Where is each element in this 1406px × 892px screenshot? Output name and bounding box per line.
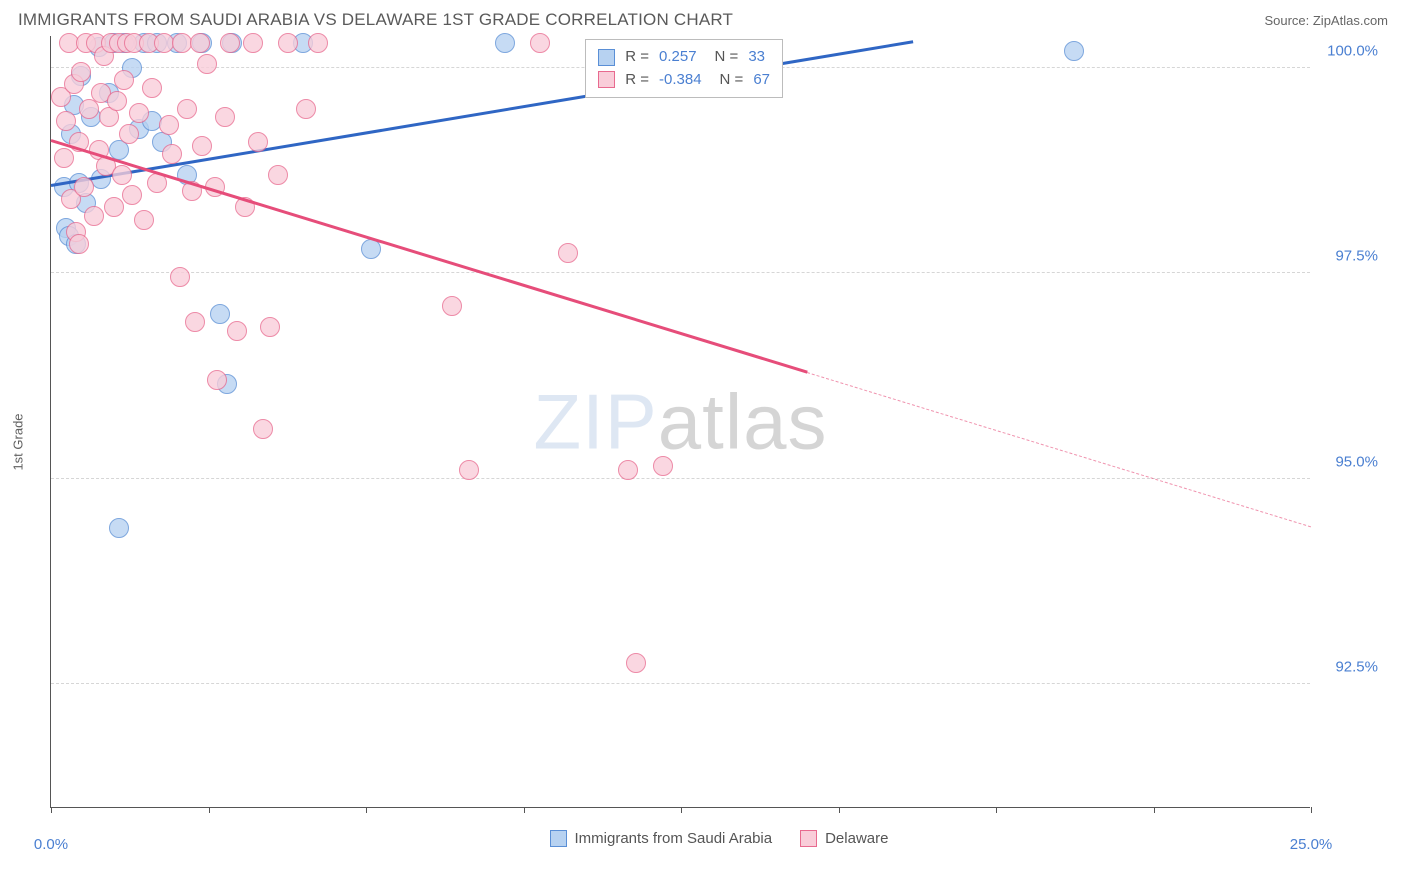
data-point-delaware bbox=[107, 91, 127, 111]
data-point-delaware bbox=[459, 460, 479, 480]
data-point-delaware bbox=[215, 107, 235, 127]
legend-label: Immigrants from Saudi Arabia bbox=[575, 830, 773, 847]
legend-n-value: 33 bbox=[748, 46, 765, 69]
data-point-delaware bbox=[74, 177, 94, 197]
data-point-delaware bbox=[558, 243, 578, 263]
gridline-h bbox=[51, 272, 1310, 273]
data-point-delaware bbox=[442, 296, 462, 316]
x-tick bbox=[51, 807, 52, 813]
legend-r-label: R = bbox=[625, 69, 649, 92]
trend-line-extrapolated bbox=[807, 372, 1311, 527]
x-tick bbox=[366, 807, 367, 813]
x-tick bbox=[681, 807, 682, 813]
chart-container: 1st Grade ZIPatlas 100.0%97.5%95.0%92.5%… bbox=[18, 36, 1388, 847]
legend-swatch bbox=[598, 49, 615, 66]
watermark: ZIPatlas bbox=[533, 376, 827, 467]
data-point-delaware bbox=[114, 70, 134, 90]
gridline-h bbox=[51, 683, 1310, 684]
y-tick-label: 97.5% bbox=[1318, 248, 1378, 265]
data-point-delaware bbox=[243, 33, 263, 53]
data-point-delaware bbox=[530, 33, 550, 53]
x-tick bbox=[209, 807, 210, 813]
data-point-delaware bbox=[159, 115, 179, 135]
data-point-saudi bbox=[210, 304, 230, 324]
data-point-delaware bbox=[69, 234, 89, 254]
chart-title: IMMIGRANTS FROM SAUDI ARABIA VS DELAWARE… bbox=[18, 10, 733, 30]
x-tick bbox=[524, 807, 525, 813]
legend-item-delaware: Delaware bbox=[800, 830, 888, 847]
watermark-part1: ZIP bbox=[533, 377, 657, 465]
data-point-delaware bbox=[626, 653, 646, 673]
legend-n-label: N = bbox=[720, 69, 744, 92]
data-point-delaware bbox=[129, 103, 149, 123]
scatter-plot: ZIPatlas 100.0%97.5%95.0%92.5%0.0%25.0%R… bbox=[50, 36, 1310, 808]
data-point-delaware bbox=[653, 456, 673, 476]
data-point-delaware bbox=[207, 370, 227, 390]
data-point-delaware bbox=[227, 321, 247, 341]
data-point-delaware bbox=[618, 460, 638, 480]
data-point-saudi bbox=[495, 33, 515, 53]
data-point-delaware bbox=[260, 317, 280, 337]
data-point-delaware bbox=[71, 62, 91, 82]
data-point-delaware bbox=[56, 111, 76, 131]
legend-correlation-row: R = -0.384 N = 67 bbox=[598, 69, 770, 92]
plot-wrap: ZIPatlas 100.0%97.5%95.0%92.5%0.0%25.0%R… bbox=[50, 36, 1388, 847]
x-tick bbox=[839, 807, 840, 813]
legend-r-value: -0.384 bbox=[659, 69, 702, 92]
data-point-delaware bbox=[79, 99, 99, 119]
data-point-delaware bbox=[84, 206, 104, 226]
data-point-delaware bbox=[268, 165, 288, 185]
legend-r-label: R = bbox=[625, 46, 649, 69]
data-point-delaware bbox=[308, 33, 328, 53]
data-point-delaware bbox=[162, 144, 182, 164]
trend-line bbox=[51, 139, 808, 373]
data-point-delaware bbox=[112, 165, 132, 185]
x-tick bbox=[1154, 807, 1155, 813]
watermark-part2: atlas bbox=[658, 377, 828, 465]
legend-correlation-row: R = 0.257 N = 33 bbox=[598, 46, 770, 69]
data-point-delaware bbox=[248, 132, 268, 152]
chart-header: IMMIGRANTS FROM SAUDI ARABIA VS DELAWARE… bbox=[0, 0, 1406, 36]
data-point-delaware bbox=[220, 33, 240, 53]
x-tick bbox=[996, 807, 997, 813]
data-point-delaware bbox=[192, 136, 212, 156]
data-point-delaware bbox=[185, 312, 205, 332]
y-tick-label: 92.5% bbox=[1318, 658, 1378, 675]
data-point-delaware bbox=[197, 54, 217, 74]
data-point-saudi bbox=[109, 518, 129, 538]
legend-r-value: 0.257 bbox=[659, 46, 697, 69]
data-point-delaware bbox=[134, 210, 154, 230]
legend-item-saudi: Immigrants from Saudi Arabia bbox=[550, 830, 773, 847]
data-point-delaware bbox=[177, 99, 197, 119]
data-point-delaware bbox=[122, 185, 142, 205]
legend-bottom: Immigrants from Saudi Arabia Delaware bbox=[50, 830, 1388, 847]
data-point-delaware bbox=[54, 148, 74, 168]
legend-n-label: N = bbox=[715, 46, 739, 69]
data-point-delaware bbox=[253, 419, 273, 439]
legend-swatch bbox=[598, 71, 615, 88]
chart-source: Source: ZipAtlas.com bbox=[1264, 13, 1388, 28]
data-point-delaware bbox=[104, 197, 124, 217]
legend-swatch bbox=[550, 830, 567, 847]
y-axis-label: 1st Grade bbox=[11, 413, 26, 470]
gridline-h bbox=[51, 478, 1310, 479]
y-tick-label: 100.0% bbox=[1318, 42, 1378, 59]
data-point-delaware bbox=[119, 124, 139, 144]
data-point-saudi bbox=[1064, 41, 1084, 61]
y-tick-label: 95.0% bbox=[1318, 453, 1378, 470]
data-point-delaware bbox=[296, 99, 316, 119]
x-tick bbox=[1311, 807, 1312, 813]
data-point-delaware bbox=[278, 33, 298, 53]
legend-n-value: 67 bbox=[753, 69, 770, 92]
legend-correlation-box: R =0.257N =33R =-0.384N =67 bbox=[585, 39, 783, 98]
legend-label: Delaware bbox=[825, 830, 888, 847]
data-point-delaware bbox=[142, 78, 162, 98]
legend-swatch bbox=[800, 830, 817, 847]
data-point-delaware bbox=[170, 267, 190, 287]
data-point-delaware bbox=[190, 33, 210, 53]
